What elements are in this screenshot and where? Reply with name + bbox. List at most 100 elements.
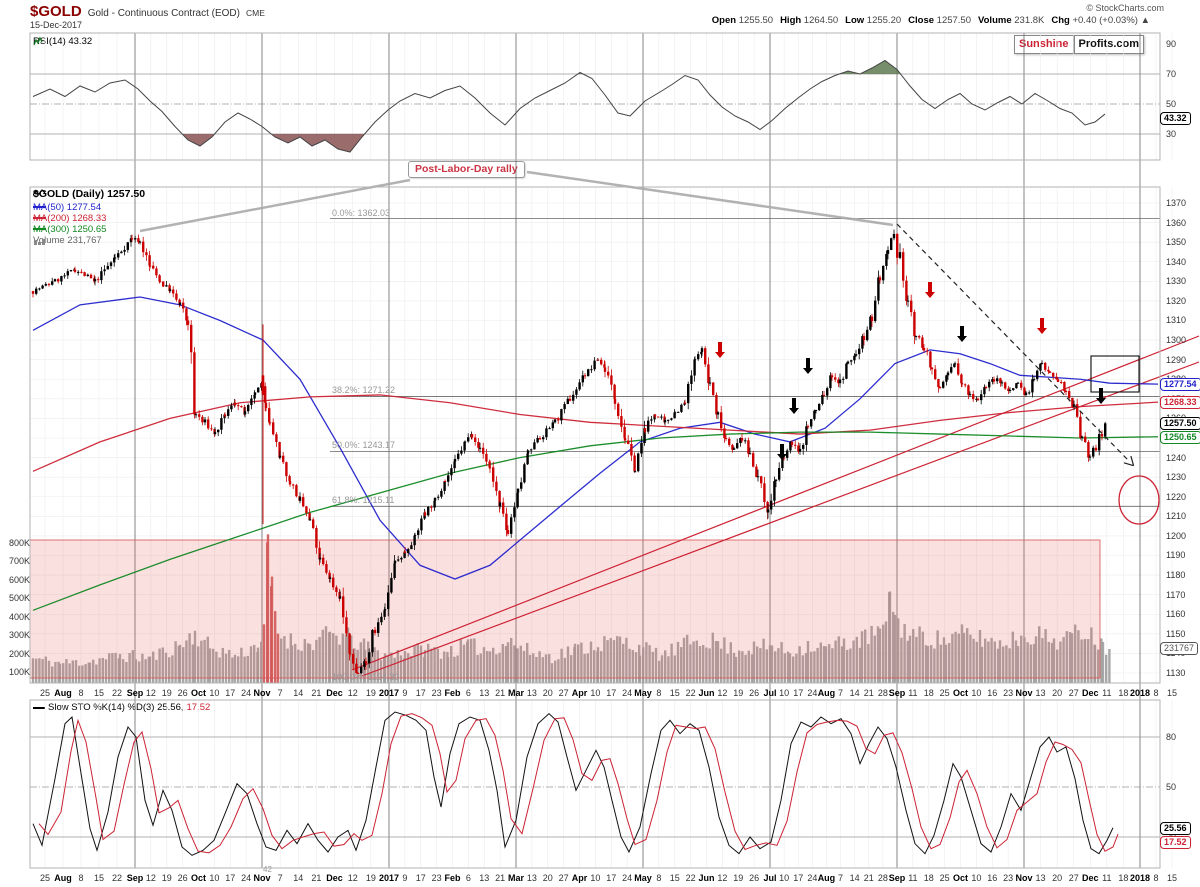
x-axis-label: 10 [209,873,220,883]
price-tick: 1330 [1166,276,1187,287]
fib-label: 100.0%: 1124.30 [332,672,400,682]
x-axis-label: Sep [126,873,144,883]
x-axis-label: 28 [877,688,888,698]
x-axis-label: 8 [656,688,662,698]
x-axis-label: Dec [326,688,343,698]
x-axis-label: Aug [817,688,836,698]
x-axis-label: Dec [326,873,343,883]
x-axis-label: 8 [1153,688,1159,698]
x-axis-label: Jul [763,873,777,883]
logo-text-sunshine: Sunshine [1014,35,1074,54]
x-axis-label: 19 [161,688,172,698]
x-axis-label: 7 [277,873,283,883]
x-axis-label: 8 [656,873,662,883]
legend-item: $GOLD (Daily) 1257.50 [33,188,145,200]
volume-tick: 400K [8,611,30,622]
x-axis-label: 13 [526,873,537,883]
copyright-label: © StockCharts.com [1086,3,1164,13]
x-axis-label: 25 [939,688,950,698]
volume-tick: 500K [8,593,30,604]
legend-item: MA(300) 1250.65 [33,224,106,235]
x-axis-label: 12 [717,873,728,883]
quote-label: Volume [978,15,1012,26]
x-axis-label: 18 [1118,688,1129,698]
x-axis-label: Aug [817,873,836,883]
x-axis-label: 12 [347,873,358,883]
x-axis-label: 19 [365,688,376,698]
price-tick: 1230 [1166,472,1187,483]
sto-value-tag: 25.56 [1160,822,1191,835]
quote-value: 1255.20 [864,15,902,26]
volume-value-tag: 231767 [1160,642,1199,655]
x-axis-label: 26 [749,873,760,883]
x-axis-label: 15 [669,873,680,883]
x-axis-label: 24 [622,873,633,883]
x-axis-label: 11 [908,688,918,698]
x-axis-label: 24 [807,688,818,698]
legend-text: MA(50) 1277.54 [33,202,102,213]
x-axis-label: 6 [465,873,471,883]
quote-value: 1257.50 [934,15,971,26]
logo-text-profits: Profits.com [1073,35,1145,54]
x-axis-label: Jun [698,688,715,698]
x-axis-label: 20 [1052,688,1063,698]
x-axis-label: 23 [431,873,442,883]
x-axis-label: Mar [507,873,525,883]
legend-text: Volume 231,767 [33,235,102,246]
volume-bars-icon [34,239,45,245]
x-axis-label: Dec [1082,688,1099,698]
x-axis-label: 27 [558,688,569,698]
fib-label: 0.0%: 1362.03 [332,207,391,218]
x-axis-label: 17 [606,873,617,883]
x-axis-label: 17 [225,873,236,883]
x-axis-label: 12 [145,688,156,698]
x-axis-label: Jul [763,688,777,698]
legend-text: $GOLD (Daily) 1257.50 [33,188,146,200]
x-axis-label: 10 [971,873,982,883]
annotation-42: 42 [263,865,272,874]
x-axis-label: 22 [111,688,123,698]
x-axis-label: 8 [78,873,84,883]
price-tick: 1310 [1166,315,1187,326]
x-axis-label: 27 [1068,688,1079,698]
x-axis-label: 25 [39,688,51,698]
price-tick: 1190 [1166,550,1186,561]
x-axis-label: 10 [779,688,790,698]
quote-value: 231.8K [1011,15,1045,26]
price-tick: 1170 [1166,589,1186,600]
x-axis-label: 19 [161,873,172,883]
sunshine-profits-logo: Sunshine Profits.com [1014,35,1145,54]
x-axis-label: Nov [253,873,271,883]
price-value-tag: 1268.33 [1160,396,1200,410]
x-axis-label: 27 [558,873,569,883]
x-axis-label: 12 [347,688,358,698]
x-axis-label: 15 [669,688,680,698]
x-axis-label: Mar [507,688,525,698]
x-axis-label: 12 [717,688,728,698]
x-axis-label: 23 [1003,873,1014,883]
x-axis-label: 22 [685,688,696,698]
x-axis-label: Dec [1082,873,1099,883]
chart-date: 15-Dec-2017 [30,20,83,30]
price-value-tag: 1257.50 [1160,417,1200,431]
x-axis-label: 15 [93,873,105,883]
legend-text: MA(200) 1268.33 [33,213,107,224]
quote-value: 1255.50 [736,15,774,26]
x-axis-label: Apr [571,873,588,883]
x-axis-label: Feb [444,873,461,883]
volume-tick: 300K [8,630,30,641]
x-axis-label: 24 [622,688,633,698]
chart-header: $GOLD Gold - Continuous Contract (EOD) C… [30,3,265,20]
x-axis-label: Sep [888,688,906,698]
price-tick: 1200 [1166,530,1187,541]
x-axis-label: 22 [111,873,123,883]
x-axis-label: 14 [849,688,860,698]
x-axis-label: 20 [542,873,553,883]
x-axis-label: 2017 [378,688,400,698]
price-value-tag: 1250.65 [1160,430,1200,444]
legend-item: MA(200) 1268.33 [33,213,106,224]
x-axis-label: 10 [590,873,601,883]
indicator-icon [33,36,43,46]
symbol-label: $GOLD [30,3,82,20]
rsi-panel-label: RSI(14) 43.32 [33,36,92,47]
